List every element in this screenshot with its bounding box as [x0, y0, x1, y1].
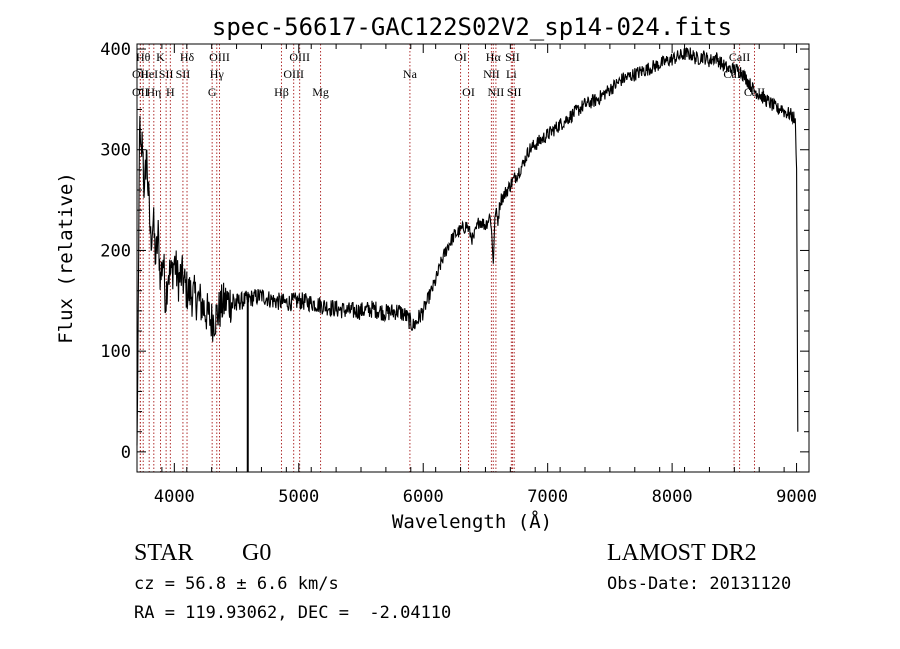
spectral-line-label: OII	[132, 85, 149, 99]
spectral-line-label: Li	[506, 67, 517, 81]
spectral-line-label: K	[156, 50, 165, 64]
spectral-line-label: OII	[132, 67, 149, 81]
x-tick-label: 7000	[527, 487, 568, 507]
spectral-line-label: Na	[403, 67, 418, 81]
spectral-line-label: SII	[505, 50, 520, 64]
star-subclass: G0	[242, 540, 272, 566]
x-tick-label: 8000	[652, 487, 693, 507]
spectral-line-label: NII	[483, 67, 500, 81]
spectral-line-label: SII	[159, 67, 174, 81]
spectrum-line	[136, 47, 799, 446]
spectral-line-label: OIII	[209, 50, 230, 64]
spectral-line-label: Hη	[146, 85, 161, 99]
observation-date: Obs-Date: 20131120	[607, 574, 792, 594]
spectral-line-label: SII	[507, 85, 522, 99]
spectral-line-labels: HθOIIOIIHeIHηKSIIHHδSIIOIIIHγGOIIIOIIIHβ…	[132, 50, 765, 99]
spectral-line-label: CaII	[729, 50, 750, 64]
chart-title: spec-56617-GAC122S02V2_sp14-024.fits	[212, 13, 732, 41]
spectral-line-label: Mg	[312, 85, 329, 99]
spectral-line-label: Hθ	[136, 50, 151, 64]
x-tick-label: 4000	[154, 487, 195, 507]
y-axis-label: Flux (relative)	[55, 172, 77, 344]
y-tick-label: 0	[121, 443, 131, 463]
spectral-line-label: HeI	[140, 67, 158, 81]
spectral-line-label: OIII	[283, 67, 304, 81]
spectral-line-markers	[139, 44, 755, 472]
spectral-line-label: Hβ	[274, 85, 289, 99]
star-class: STAR	[134, 540, 194, 566]
spectral-line-label: Hα	[486, 50, 502, 64]
redshift-readout: cz = 56.8 ± 6.6 km/s	[134, 574, 339, 594]
spectral-line-label: NII	[488, 85, 505, 99]
spectral-line-label: H	[166, 85, 175, 99]
spectral-line-label: Hδ	[180, 50, 195, 64]
spectral-line-label: Hγ	[210, 67, 225, 81]
spectral-line-label: G	[208, 85, 217, 99]
y-tick-label: 100	[100, 342, 131, 362]
spectral-line-label: OI	[462, 85, 475, 99]
y-tick-label: 200	[100, 241, 131, 261]
spectral-line-label: OI	[454, 50, 467, 64]
plot-frame	[136, 43, 810, 473]
x-tick-label: 9000	[776, 487, 817, 507]
x-axis-label: Wavelength (Å)	[392, 510, 552, 533]
coordinates-readout: RA = 119.93062, DEC = -2.04110	[134, 603, 452, 623]
spectral-line-label: OIII	[289, 50, 310, 64]
spectral-line-label: SII	[176, 67, 191, 81]
x-axis-ticks: 4000 5000 6000 7000 8000 9000	[136, 44, 817, 507]
y-tick-label: 300	[100, 141, 131, 161]
survey-name: LAMOST DR2	[607, 540, 757, 566]
y-axis-ticks: 0 100 200 300 400	[100, 40, 809, 463]
spectral-line-label: CaII	[723, 67, 744, 81]
spectral-line-label: CaII	[744, 85, 765, 99]
x-tick-label: 5000	[278, 487, 319, 507]
x-tick-label: 6000	[403, 487, 444, 507]
y-tick-label: 400	[100, 40, 131, 60]
